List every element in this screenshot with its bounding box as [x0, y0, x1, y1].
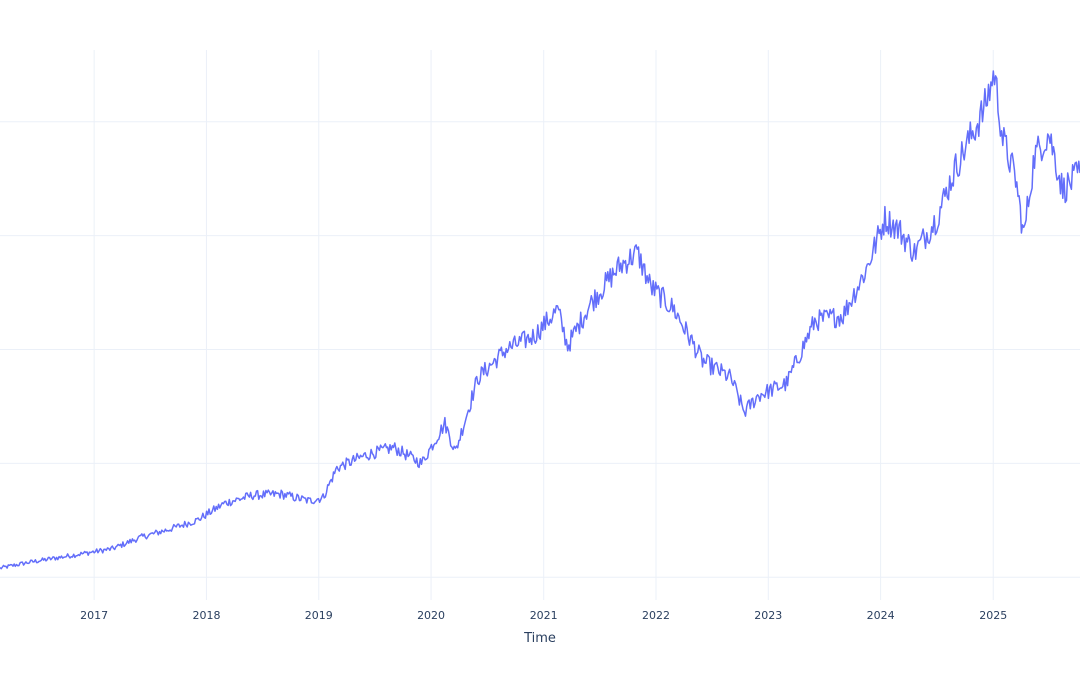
x-tick-label: 2022: [642, 609, 670, 622]
x-tick-label: 2023: [754, 609, 782, 622]
x-tick-label: 2021: [530, 609, 558, 622]
x-tick-label: 2025: [979, 609, 1007, 622]
series-line: [0, 70, 1080, 570]
x-tick-label: 2017: [80, 609, 108, 622]
x-tick-label: 2019: [305, 609, 333, 622]
x-tick-label: 2020: [417, 609, 445, 622]
x-tick-label: 2018: [192, 609, 220, 622]
grid: [0, 50, 1080, 600]
series-layer: [0, 70, 1080, 570]
x-axis-ticks: 2017 2018 2019 2020 2021 2022 2023 2024 2025: [80, 609, 1007, 622]
x-axis-title: Time: [523, 631, 556, 646]
x-tick-label: 2024: [867, 609, 895, 622]
